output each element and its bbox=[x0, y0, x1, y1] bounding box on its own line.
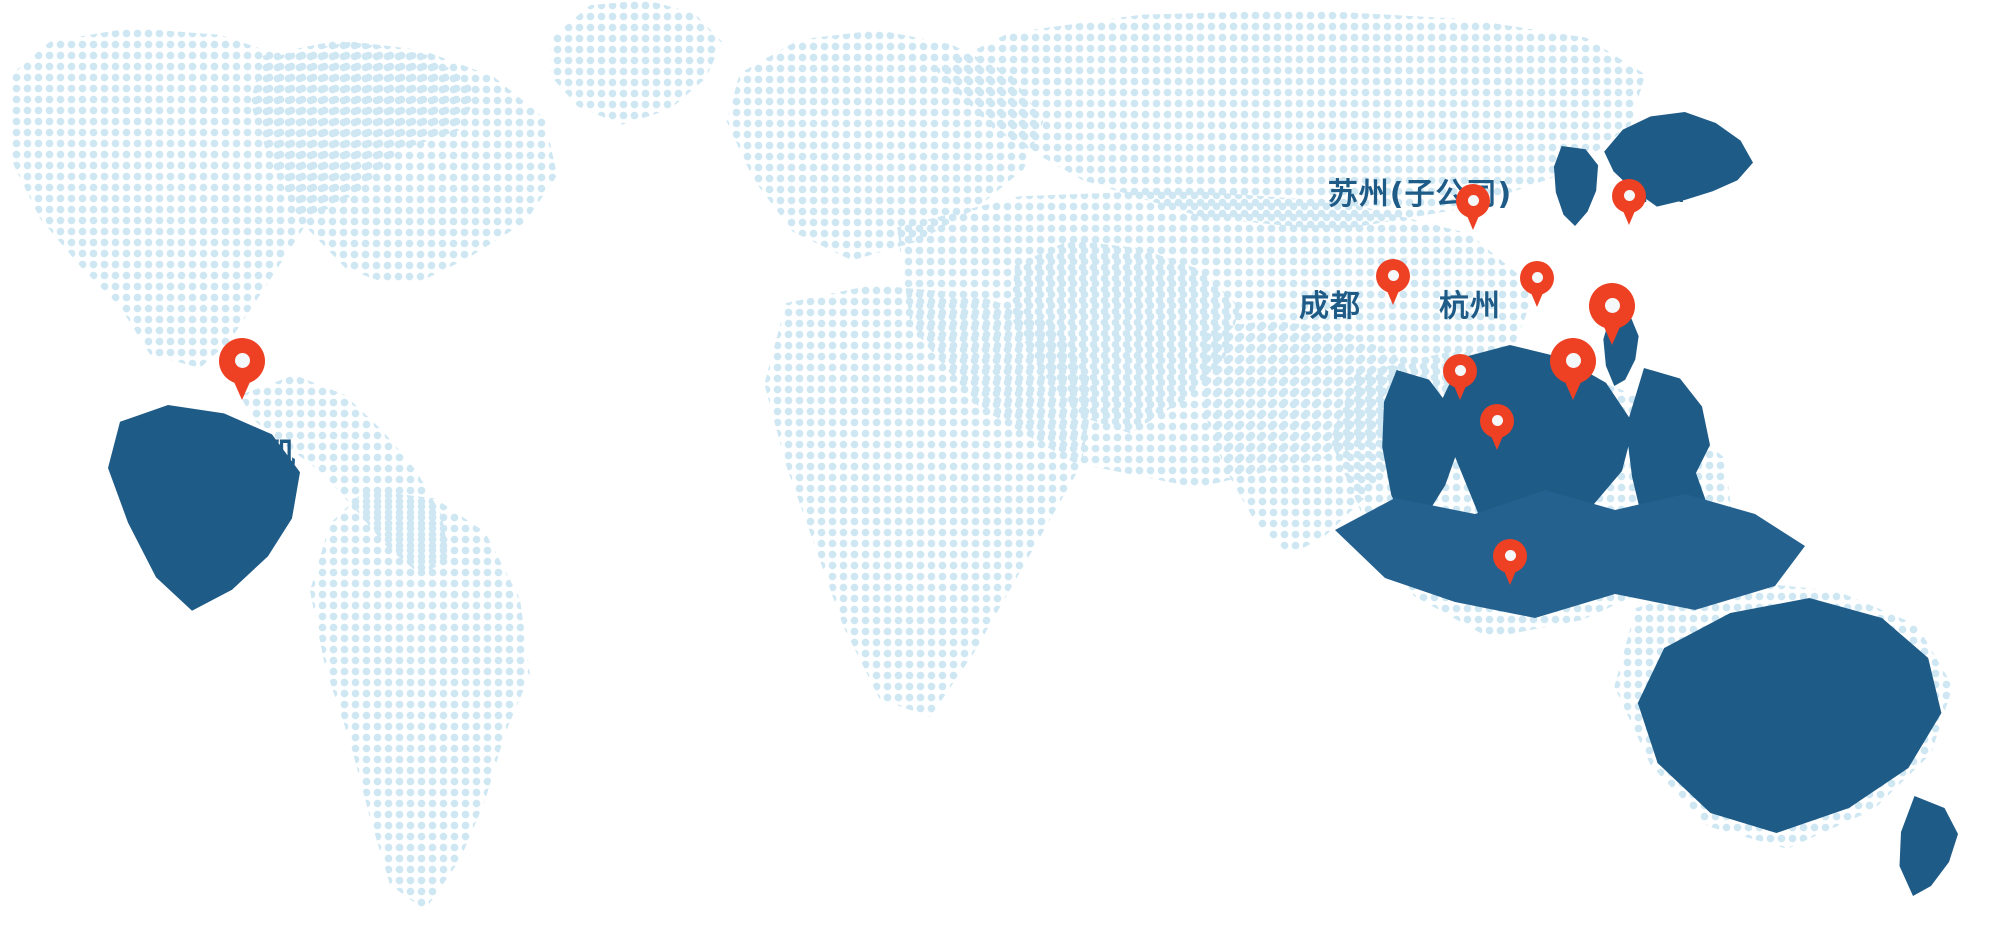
map-pin-chengdu[interactable] bbox=[1376, 259, 1410, 305]
pin-hole-icon bbox=[1504, 550, 1516, 561]
pin-hole-icon bbox=[1491, 415, 1503, 426]
city-label-hangzhou: 杭州 bbox=[1439, 289, 1501, 324]
map-pin-bangkok[interactable] bbox=[1480, 404, 1514, 450]
pin-hole-icon bbox=[1467, 195, 1479, 206]
map-pin-los-angeles[interactable] bbox=[219, 338, 265, 400]
white-mask-overlay bbox=[370, 282, 735, 412]
map-pin-hongkong[interactable] bbox=[1550, 338, 1596, 400]
pin-hole-icon bbox=[1623, 190, 1635, 201]
pin-hole-icon bbox=[1531, 272, 1543, 283]
map-pin-shenzhen[interactable] bbox=[1589, 283, 1635, 345]
map-pin-yangon[interactable] bbox=[1443, 354, 1477, 400]
pin-hole-icon bbox=[234, 353, 250, 368]
map-pin-jakarta[interactable] bbox=[1493, 539, 1527, 585]
region-greenland bbox=[550, 0, 722, 125]
city-label-chengdu: 成都 bbox=[1299, 289, 1361, 324]
country-new-zealand bbox=[1899, 796, 1958, 896]
map-pin-korea[interactable] bbox=[1612, 179, 1646, 225]
map-pin-hangzhou[interactable] bbox=[1520, 261, 1554, 307]
city-label-los-angeles: 洛杉矶 bbox=[203, 437, 297, 472]
pin-hole-icon bbox=[1604, 298, 1620, 313]
country-south-korea bbox=[1553, 146, 1599, 226]
region-south-america bbox=[310, 490, 530, 910]
map-pin-suzhou[interactable] bbox=[1456, 184, 1490, 230]
pin-hole-icon bbox=[1565, 353, 1581, 368]
pin-hole-icon bbox=[1454, 365, 1466, 376]
pin-hole-icon bbox=[1387, 270, 1399, 281]
region-north-america-east bbox=[250, 40, 558, 290]
